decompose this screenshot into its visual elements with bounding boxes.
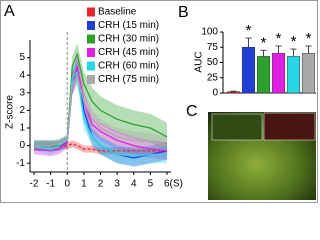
y-axis-label: AUC — [194, 51, 205, 72]
legend-label: CRH (75 min) — [98, 74, 159, 85]
x-tick-label: 5 — [148, 179, 154, 190]
panel-label: C — [186, 103, 198, 120]
significance-star: * — [291, 33, 297, 50]
x-tick-label: -1 — [46, 179, 55, 190]
legend-swatch — [87, 48, 95, 57]
y-tick-label: 25 — [207, 72, 219, 83]
micrograph — [208, 112, 316, 200]
frame — [0, 0, 318, 203]
legend-swatch — [87, 75, 95, 84]
legend-label: CRH (15 min) — [98, 20, 159, 31]
x-tick-label: 6(S) — [164, 179, 183, 190]
legend-label: CRH (30 min) — [98, 34, 159, 45]
y-tick-label: 0 — [212, 88, 218, 99]
bar — [271, 53, 286, 94]
bar — [241, 47, 256, 94]
legend-swatch — [87, 61, 95, 71]
y-tick-label: 50 — [207, 57, 219, 68]
legend-swatch — [87, 34, 95, 44]
x-tick-label: -2 — [30, 179, 39, 190]
inset-image — [263, 112, 316, 141]
bar — [226, 91, 241, 94]
significance-star: * — [276, 30, 282, 47]
y-tick-label: 1 — [19, 123, 25, 134]
panel-label: A — [4, 3, 15, 20]
line — [34, 73, 168, 147]
y-tick-label: 4 — [19, 70, 25, 81]
y-tick-label: 100 — [201, 27, 218, 38]
x-tick-label: 2 — [98, 179, 104, 190]
y-tick-label: 2 — [19, 105, 25, 116]
significance-star: * — [246, 22, 252, 39]
y-tick-label: 5 — [19, 52, 25, 63]
bar — [286, 56, 301, 94]
x-tick-label: 0 — [64, 179, 70, 190]
line — [34, 143, 167, 152]
y-axis-label: Z-score — [5, 95, 16, 129]
line — [33, 69, 167, 157]
x-tick-label: 1 — [81, 179, 87, 190]
panel-label: B — [178, 4, 189, 21]
legend-swatch — [87, 21, 95, 30]
bar — [301, 53, 316, 94]
x-tick-label: 3 — [114, 179, 120, 190]
significance-star: * — [261, 34, 267, 51]
y-tick-label: 75 — [207, 42, 219, 53]
x-tick-label: 4 — [131, 179, 137, 190]
bar — [256, 56, 271, 94]
y-tick-label: 3 — [19, 87, 25, 98]
y-tick-label: 0 — [19, 140, 25, 151]
significance-star: * — [306, 30, 312, 47]
legend-label: CRH (60 min) — [98, 61, 159, 72]
error-band — [34, 64, 167, 155]
inset-image — [211, 113, 263, 141]
legend-label: CRH (45 min) — [98, 47, 159, 58]
legend-label: Baseline — [98, 7, 137, 18]
y-tick-label: -1 — [16, 158, 25, 169]
legend-swatch — [87, 7, 95, 17]
